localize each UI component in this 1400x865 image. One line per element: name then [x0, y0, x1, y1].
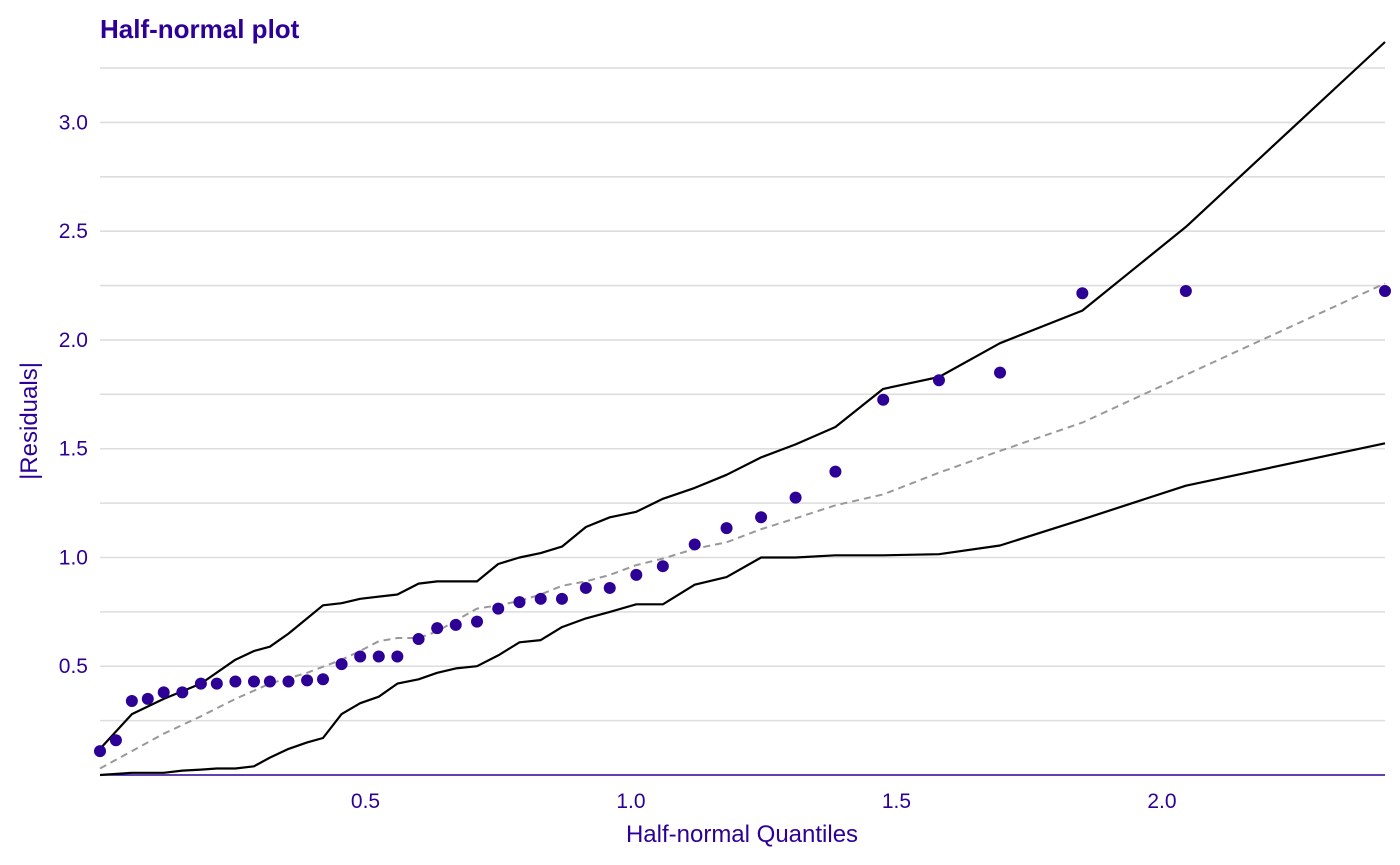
data-point	[317, 673, 330, 686]
data-point	[94, 745, 106, 758]
chart-lines	[99, 41, 1386, 777]
data-point	[555, 592, 568, 605]
gridlines	[100, 67, 1385, 722]
data-point	[688, 538, 701, 551]
data-point	[789, 491, 802, 504]
data-point	[247, 675, 260, 688]
data-point	[603, 581, 616, 594]
chart-title: Half-normal plot	[100, 14, 300, 44]
data-point	[210, 677, 223, 690]
y-tick-label: 0.5	[59, 655, 88, 678]
data-point	[282, 675, 295, 688]
data-point	[412, 633, 425, 646]
y-tick-label: 2.5	[59, 220, 88, 243]
data-point	[630, 568, 643, 581]
data-point	[994, 366, 1007, 379]
data-point	[656, 560, 669, 573]
data-point	[877, 393, 890, 406]
data-point	[534, 592, 547, 605]
data-point	[372, 650, 385, 663]
data-point	[755, 511, 768, 524]
envelope-line	[99, 442, 1386, 777]
data-point	[229, 675, 242, 688]
data-point	[492, 602, 505, 615]
envelope-line	[99, 41, 1386, 750]
x-axis-ticks: 0.5 1.0 1.5 2.0	[351, 790, 1177, 813]
x-tick-label: 2.0	[1147, 790, 1176, 813]
data-point	[932, 374, 945, 387]
y-axis-title: |Residuals|	[16, 362, 43, 480]
data-point	[720, 522, 733, 535]
y-tick-label: 3.0	[59, 111, 88, 134]
data-point	[301, 674, 314, 687]
data-point	[1179, 285, 1192, 298]
y-tick-label: 2.0	[59, 329, 88, 352]
data-point	[194, 677, 207, 690]
data-point	[141, 692, 154, 705]
data-point	[829, 465, 842, 478]
data-point	[449, 618, 462, 631]
data-point	[176, 686, 189, 699]
data-point	[391, 650, 404, 663]
data-point	[125, 695, 138, 708]
data-point	[157, 686, 170, 699]
data-point	[1379, 285, 1391, 298]
data-point	[579, 581, 592, 594]
data-point	[513, 596, 526, 609]
data-point	[263, 675, 276, 688]
x-tick-label: 1.0	[616, 790, 645, 813]
x-axis-title: Half-normal Quantiles	[626, 821, 858, 848]
data-point	[471, 615, 484, 628]
x-tick-label: 1.5	[882, 790, 911, 813]
data-point	[109, 734, 122, 747]
y-axis-ticks: 0.5 1.0 1.5 2.0 2.5 3.0	[59, 111, 88, 678]
y-tick-label: 1.0	[59, 546, 88, 569]
data-point	[1076, 287, 1089, 300]
y-tick-label: 1.5	[59, 438, 88, 461]
data-point	[354, 650, 367, 663]
x-tick-label: 0.5	[351, 790, 380, 813]
data-point	[431, 622, 444, 635]
data-point	[335, 658, 348, 671]
reference-line	[99, 282, 1386, 770]
data-points	[94, 285, 1391, 758]
